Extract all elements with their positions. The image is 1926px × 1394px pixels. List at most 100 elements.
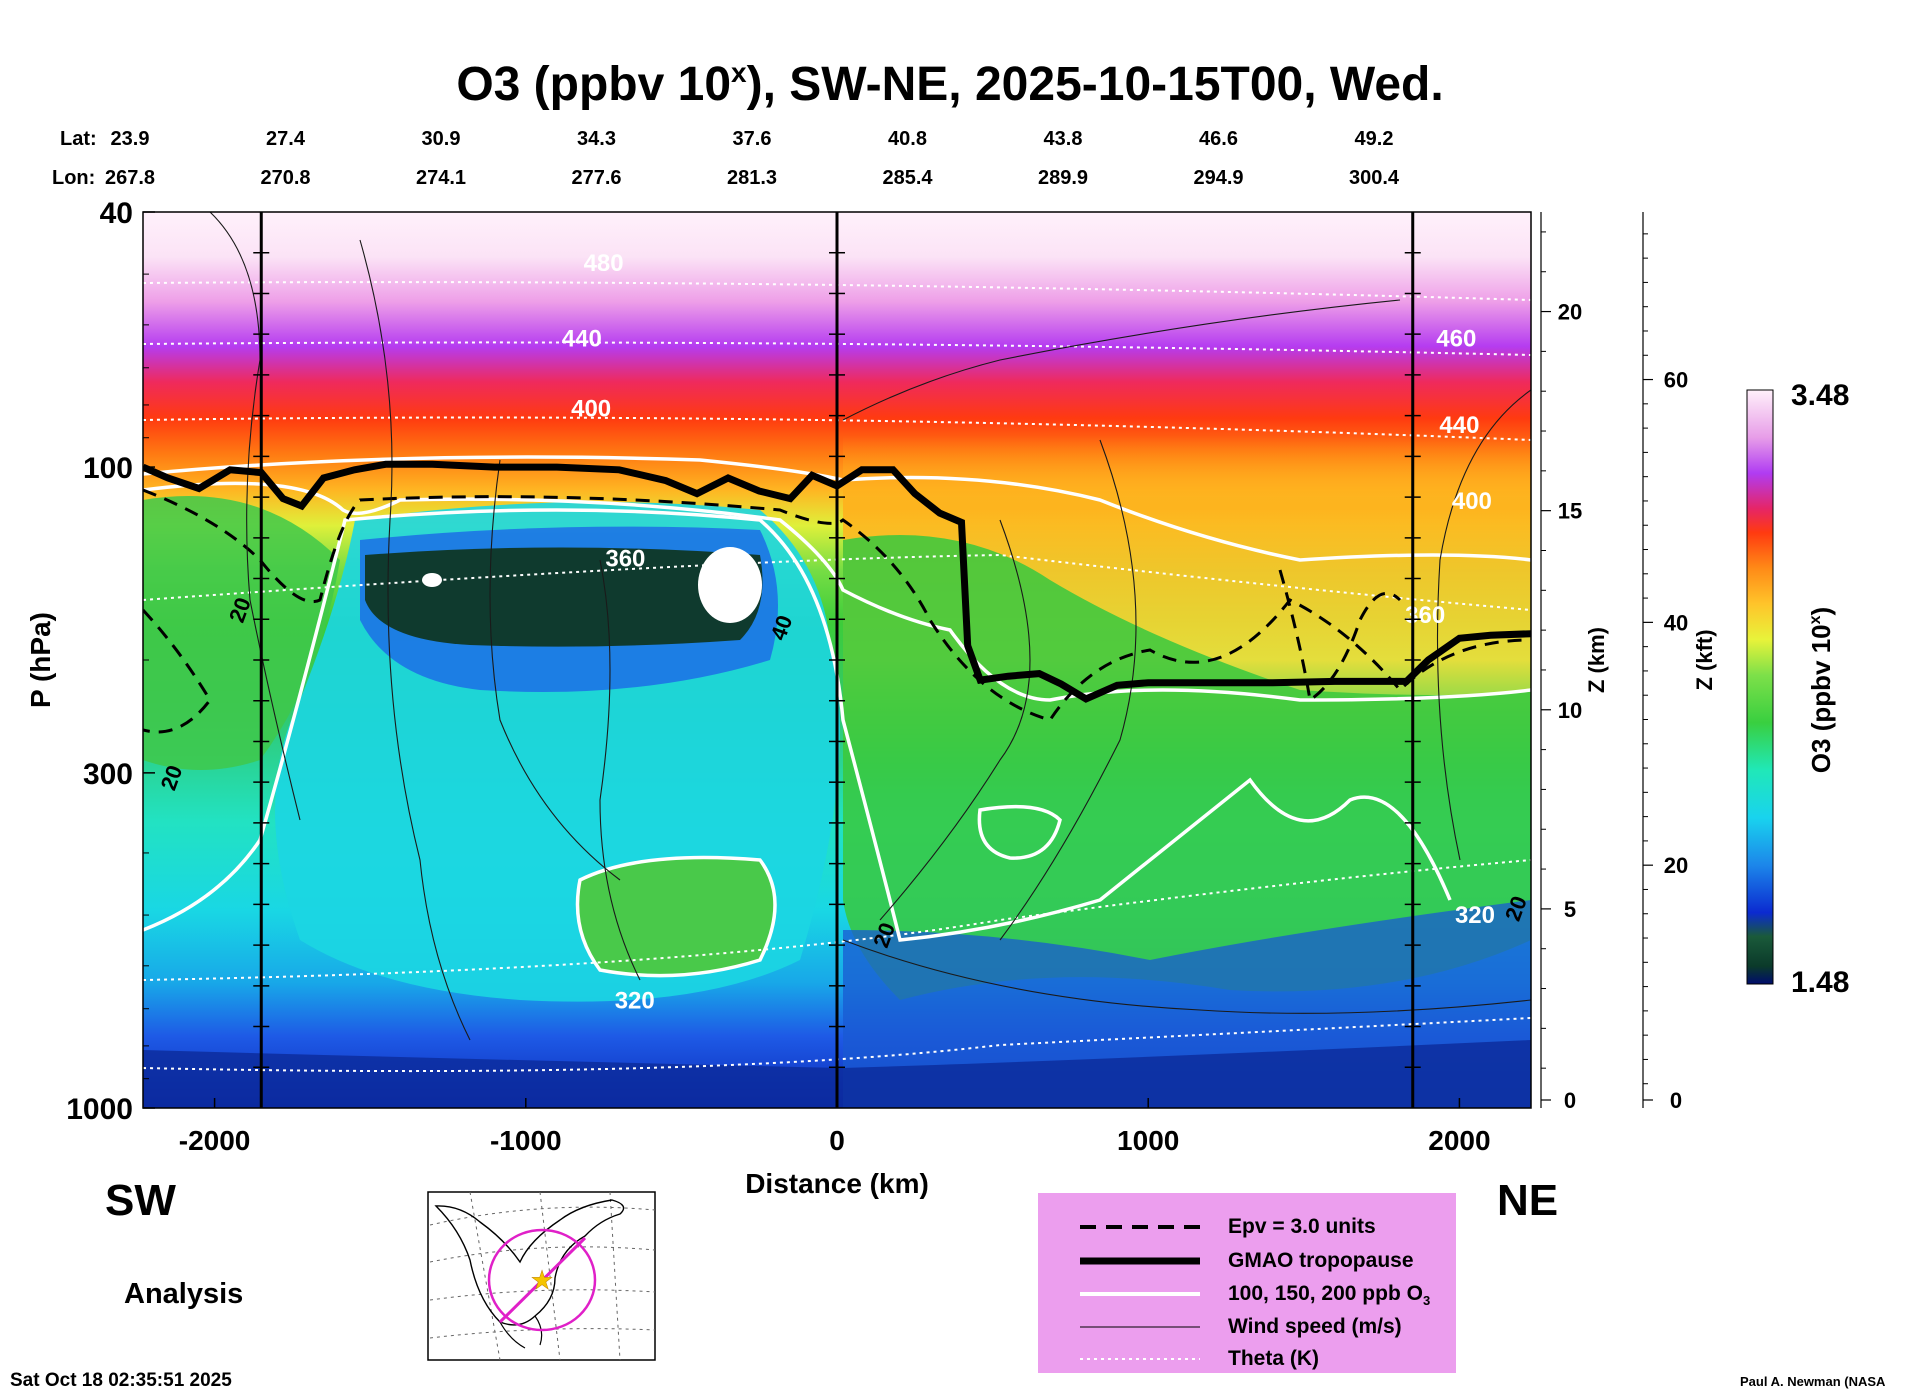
wind-contour-h: [1436, 389, 1531, 861]
legend: Epv = 3.0 units GMAO tropopause 100, 150…: [1038, 1193, 1456, 1373]
legend-label-theta: Theta (K): [1228, 1347, 1319, 1370]
theta-lines: [143, 281, 1531, 1073]
ozone-contour-100: [143, 508, 1452, 942]
y-tick-label: 100: [83, 452, 133, 485]
theta-contour-label: 400: [1452, 488, 1492, 515]
x-tick-label: 2000: [1428, 1125, 1490, 1156]
z-kft-tick-label: 60: [1664, 368, 1688, 393]
theta-contour-label: 480: [584, 250, 624, 277]
lon-value: 270.8: [260, 167, 310, 189]
pv-contour-main: [143, 488, 1531, 722]
legend-item-ozone: 100, 150, 200 ppb O3: [1038, 1278, 1456, 1310]
lon-value: 281.3: [727, 167, 777, 189]
wind-contour-i: [842, 939, 1531, 1014]
z-km-axis-label: Z (km): [1584, 627, 1609, 693]
legend-label-wind: Wind speed (m/s): [1228, 1315, 1402, 1338]
lon-value: 285.4: [882, 167, 933, 189]
x-tick-label: 1000: [1117, 1125, 1179, 1156]
legend-item-theta: Theta (K): [1038, 1343, 1456, 1375]
z-km-tick-label: 15: [1558, 499, 1582, 524]
y-tick-label: 40: [100, 197, 133, 230]
sw-direction-label: SW: [105, 1176, 176, 1225]
theta-contour-label: 440: [562, 325, 602, 352]
ozone-contour-200: [143, 455, 1531, 562]
lon-value: 294.9: [1193, 167, 1243, 189]
x-tick-label: -2000: [179, 1125, 251, 1156]
locator-map-graticule: [429, 1191, 656, 1361]
lat-value: 43.8: [1044, 128, 1083, 150]
lat-value: 49.2: [1355, 128, 1394, 150]
lat-value: 40.8: [888, 128, 927, 150]
ozone-contour-100-east-lobe: [977, 804, 1062, 860]
wind-contour-c: [489, 459, 621, 881]
theta-line-440: [143, 341, 1531, 356]
lat-value: 34.3: [577, 128, 616, 150]
legend-label-tropopause: GMAO tropopause: [1228, 1249, 1414, 1272]
timestamp: Sat Oct 18 02:35:51 2025: [10, 1370, 232, 1391]
credit: Paul A. Newman (NASA: [1740, 1374, 1886, 1389]
x-tick-label: 0: [829, 1125, 845, 1156]
y-axis-label: P (hPa): [25, 612, 56, 708]
ozone-contour-100-lobe: [575, 855, 777, 978]
z-km-tick-label: 20: [1558, 300, 1582, 325]
ne-direction-label: NE: [1497, 1176, 1558, 1225]
lat-value: 37.6: [733, 128, 772, 150]
legend-label-epv: Epv = 3.0 units: [1228, 1215, 1376, 1238]
ozone-dark-core: [365, 547, 763, 647]
colorbar-min-label: 1.48: [1791, 966, 1849, 999]
theta-contour-label: 360: [1405, 602, 1445, 629]
lon-value: 267.8: [105, 167, 155, 189]
legend-thin-line-icon: [1080, 1326, 1200, 1328]
lat-value: 27.4: [266, 128, 306, 150]
lon-header: Lon:: [52, 167, 95, 189]
pv-contour-east: [1278, 569, 1402, 703]
ozone-west-green-region: [143, 496, 340, 770]
colorbar: [1746, 389, 1774, 985]
lat-value: 30.9: [422, 128, 461, 150]
colorbar-max-label: 3.48: [1791, 379, 1849, 412]
theta-contour-label: 440: [1439, 412, 1479, 439]
theta-contour-label: 360: [605, 546, 645, 573]
lat-value: 23.9: [111, 128, 150, 150]
ozone-minimum-patch: [698, 547, 762, 623]
y-tick-label: 300: [83, 758, 133, 791]
colorbar-label: O3 (ppbv 10x): [1806, 607, 1836, 773]
z-km-tick-label: 0: [1564, 1088, 1576, 1113]
pv-contours: [143, 488, 1531, 734]
theta-line-480: [143, 281, 1531, 301]
legend-dashed-line-icon: [1080, 1225, 1200, 1229]
x-axis-label: Distance (km): [745, 1168, 929, 1199]
wind-contours: [209, 212, 1531, 1041]
lat-value: 46.6: [1199, 128, 1238, 150]
legend-item-tropopause: GMAO tropopause: [1038, 1245, 1456, 1277]
theta-line-300: [143, 1017, 1531, 1073]
wind-contour-b: [359, 239, 471, 1041]
lon-value: 274.1: [416, 167, 466, 189]
ozone-green-lobe: [577, 857, 775, 976]
theta-contour-label: 400: [571, 395, 611, 422]
wind-contour-f: [879, 519, 1031, 921]
locator-map-range-circle: [487, 1228, 597, 1332]
legend-item-wind: Wind speed (m/s): [1038, 1311, 1456, 1343]
lon-value: 289.9: [1038, 167, 1088, 189]
wind-contour-d: [599, 559, 641, 981]
x-tick-label: -1000: [490, 1125, 562, 1156]
locator-map-coastline: [434, 1199, 625, 1326]
locator-map: ★: [427, 1191, 656, 1361]
y-tick-label: 1000: [66, 1093, 133, 1126]
locator-map-center-star-icon: ★: [530, 1265, 553, 1295]
chart-title: O3 (ppbv 10x), SW-NE, 2025-10-15T00, Wed…: [456, 57, 1443, 111]
lat-header: Lat:: [60, 128, 97, 150]
z-kft-tick-label: 0: [1670, 1088, 1682, 1113]
wind-contour-a: [209, 212, 301, 821]
pv-contour-west: [143, 608, 212, 734]
z-km-tick-label: 10: [1558, 698, 1582, 723]
legend-item-epv: Epv = 3.0 units: [1038, 1211, 1456, 1243]
legend-thick-line-icon: [1080, 1257, 1200, 1265]
z-kft-axis-label: Z (kft): [1692, 629, 1717, 690]
theta-contour-label: 320: [1455, 902, 1495, 929]
ozone-contours: [143, 455, 1531, 978]
lon-value: 300.4: [1349, 167, 1400, 189]
lon-value: 277.6: [571, 167, 621, 189]
z-kft-tick-label: 20: [1664, 853, 1688, 878]
